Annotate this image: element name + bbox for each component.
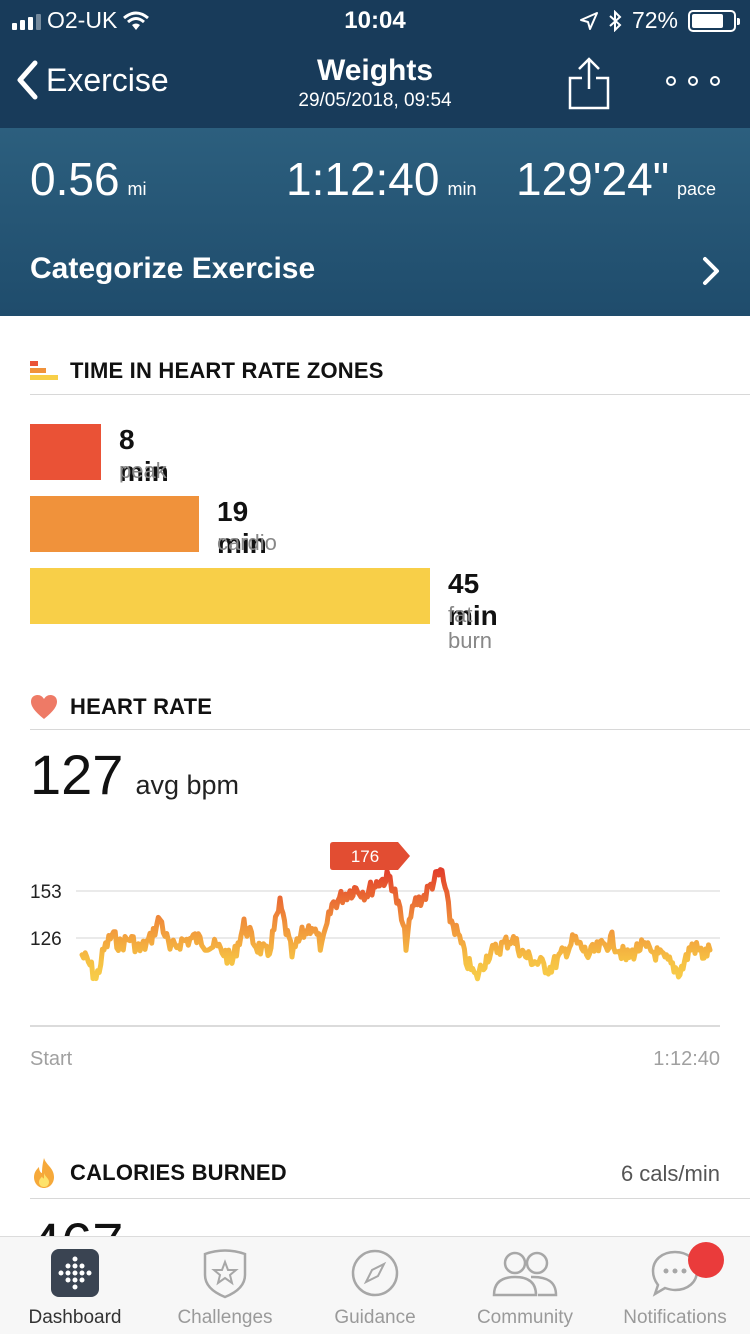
flame-icon <box>34 1158 54 1188</box>
battery-icon <box>688 9 740 32</box>
compass-icon <box>351 1249 399 1297</box>
pace-value: 129'24" <box>516 153 670 205</box>
zone-value-cardio: 19 min <box>217 496 267 559</box>
heart-rate-chart: 153 126 176 Start 1:12:40 <box>30 842 720 1070</box>
chevron-left-icon <box>17 60 38 100</box>
top-header: O2-UK 10:04 72% Exercise Weights 29/05/ <box>0 0 750 128</box>
duration-value: 1:12:40 <box>286 153 440 205</box>
divider <box>30 729 750 730</box>
heart-rate-title: HEART RATE <box>70 694 213 719</box>
people-icon <box>492 1251 558 1297</box>
tab-challenges[interactable]: Challenges <box>150 1237 300 1334</box>
categorize-exercise-button[interactable]: Categorize Exercise <box>30 252 316 285</box>
carrier-group: O2-UK <box>12 7 150 34</box>
y-label-126: 126 <box>30 929 62 950</box>
zones-title: TIME IN HEART RATE ZONES <box>70 358 384 383</box>
heart-rate-line <box>79 867 713 982</box>
tab-label: Community <box>476 1307 574 1328</box>
distance-unit: mi <box>127 179 147 199</box>
tab-guidance[interactable]: Guidance <box>300 1237 450 1334</box>
zone-label-fatburn: fat burn <box>448 602 493 653</box>
status-time: 10:04 <box>344 7 406 34</box>
tab-community[interactable]: Community <box>450 1237 600 1334</box>
calories-header: CALORIES BURNED <box>30 1157 720 1189</box>
back-button[interactable]: Exercise <box>16 60 169 100</box>
battery-percent: 72% <box>631 7 678 33</box>
exercise-title: Weights <box>316 54 434 87</box>
zone-bar-fatburn <box>30 568 430 624</box>
signal-icon <box>12 12 41 30</box>
location-arrow-icon <box>579 11 598 30</box>
tab-label: Dashboard <box>28 1307 122 1328</box>
star-badge-icon <box>203 1249 247 1299</box>
share-icon[interactable] <box>566 56 612 112</box>
chevron-right-icon[interactable] <box>702 256 720 286</box>
tab-label: Notifications <box>623 1307 727 1328</box>
exercise-stats: 0.56 mi 1:12:40 min 129'24" pace Categor… <box>0 128 750 316</box>
avg-bpm-unit: avg bpm <box>135 770 239 800</box>
tab-bar: Dashboard Challenges Guidance Community … <box>0 1236 750 1334</box>
more-options-button[interactable] <box>666 76 720 86</box>
calories-title: CALORIES BURNED <box>70 1160 287 1185</box>
x-label-end: 1:12:40 <box>653 1048 720 1070</box>
y-label-153: 153 <box>30 882 62 903</box>
zone-bar-peak <box>30 424 101 480</box>
divider <box>30 394 750 395</box>
heart-rate-header: HEART RATE <box>30 694 720 720</box>
tab-label: Challenges <box>177 1307 273 1328</box>
zones-icon <box>30 361 58 380</box>
zone-label-cardio: cardio <box>217 530 277 555</box>
divider <box>30 1198 750 1199</box>
calories-rate: 6 cals/min <box>620 1161 720 1186</box>
status-bar: O2-UK 10:04 72% <box>0 0 750 40</box>
nav-title: Weights 29/05/2018, 09:54 <box>250 54 500 112</box>
exercise-datetime: 29/05/2018, 09:54 <box>298 90 452 111</box>
duration-stat: 1:12:40 min <box>286 152 477 206</box>
peak-label: 176 <box>351 847 379 866</box>
tab-label: Guidance <box>334 1307 416 1328</box>
tab-dashboard[interactable]: Dashboard <box>0 1237 150 1334</box>
wifi-icon <box>123 11 150 30</box>
heart-icon <box>31 695 57 719</box>
tab-notifications[interactable]: Notifications <box>600 1237 750 1334</box>
x-label-start: Start <box>30 1048 73 1070</box>
distance-stat: 0.56 mi <box>30 152 147 206</box>
notification-badge <box>688 1242 724 1278</box>
dashboard-icon <box>51 1249 99 1297</box>
duration-unit: min <box>447 179 477 199</box>
zone-value-fatburn: 45 min <box>448 568 498 631</box>
zone-label-peak: peak <box>119 458 167 483</box>
distance-value: 0.56 <box>30 153 120 205</box>
avg-heart-rate: 127 avg bpm <box>30 742 239 807</box>
status-right: 72% <box>579 7 740 34</box>
bluetooth-icon <box>609 9 622 32</box>
zone-value-peak: 8 min <box>119 424 169 487</box>
peak-marker: 176 <box>330 842 410 870</box>
pace-unit: pace <box>677 179 717 199</box>
pace-stat: 129'24" pace <box>516 152 716 206</box>
zones-header: TIME IN HEART RATE ZONES <box>30 358 720 384</box>
zone-bar-cardio <box>30 496 199 552</box>
avg-bpm-value: 127 <box>30 743 124 806</box>
back-label: Exercise <box>46 61 169 98</box>
carrier-label: O2-UK <box>47 7 118 33</box>
